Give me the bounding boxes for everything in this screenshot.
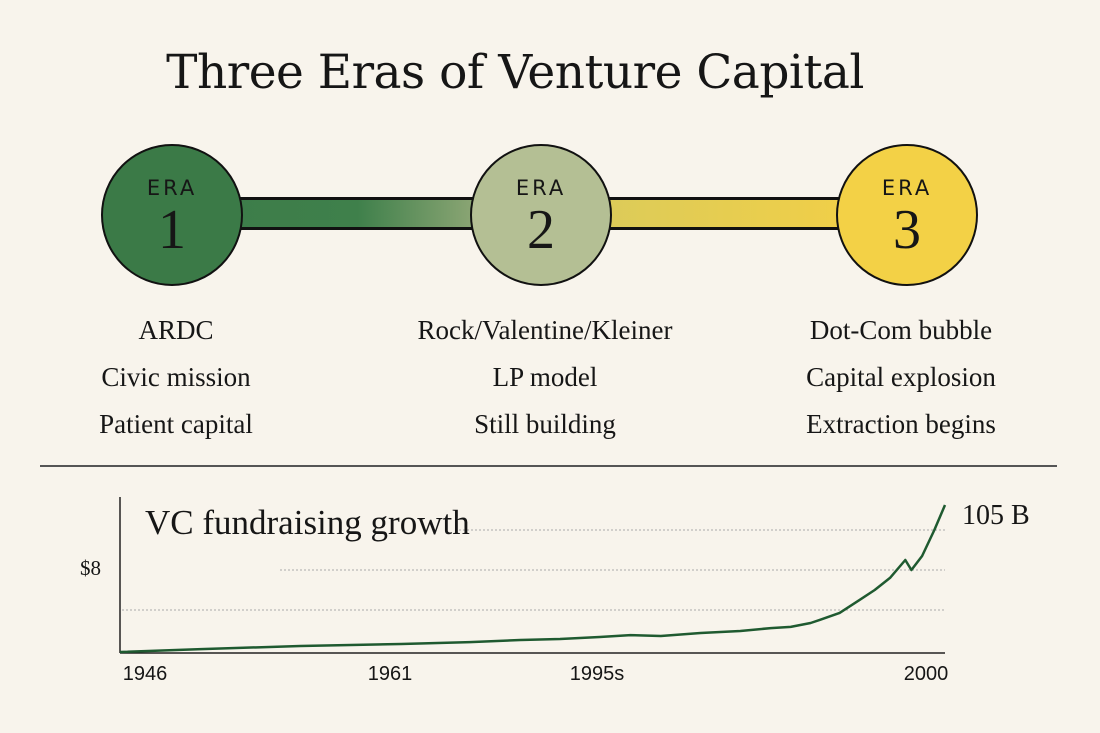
era-line: Capital explosion	[806, 362, 996, 392]
era-2-description: Rock/Valentine/Kleiner LP model Still bu…	[385, 307, 705, 448]
x-tick-label: 1995s	[569, 663, 625, 685]
era-word: ERA	[515, 176, 567, 200]
era-line: ARDC	[138, 315, 214, 345]
era-line: Patient capital	[99, 409, 253, 439]
era-number: 1	[158, 199, 186, 261]
section-divider	[40, 465, 1057, 467]
era-number: 3	[893, 199, 921, 261]
era-line: LP model	[492, 362, 598, 392]
era-1-description: ARDC Civic mission Patient capital	[16, 307, 336, 448]
era-line: Rock/Valentine/Kleiner	[417, 315, 673, 345]
era-line: Civic mission	[101, 362, 251, 392]
era-line: Dot-Com bubble	[809, 315, 993, 345]
x-tick-label: 1946	[122, 663, 168, 685]
fundraising-line	[119, 504, 947, 654]
x-tick-label: 2000	[903, 663, 949, 685]
era-number: 2	[527, 199, 555, 261]
x-tick-label: 1961	[367, 663, 413, 685]
chart-title: VC fundraising growth	[145, 503, 470, 542]
era-3-circle: ERA 3	[836, 144, 978, 286]
timeline-connector-2-3	[605, 197, 845, 230]
y-tick-label: $8	[80, 556, 101, 580]
era-line: Still building	[474, 409, 616, 439]
era-3-description: Dot-Com bubble Capital explosion Extract…	[741, 307, 1061, 448]
era-word: ERA	[146, 176, 198, 200]
era-word: ERA	[881, 176, 933, 200]
page-title: Three Eras of Venture Capital	[166, 45, 864, 100]
era-2-circle: ERA 2	[470, 144, 612, 286]
era-1-circle: ERA 1	[101, 144, 243, 286]
timeline-connector-1-2	[235, 197, 480, 230]
era-line: Extraction begins	[806, 409, 996, 439]
end-value-label: 105 B	[962, 500, 1030, 531]
